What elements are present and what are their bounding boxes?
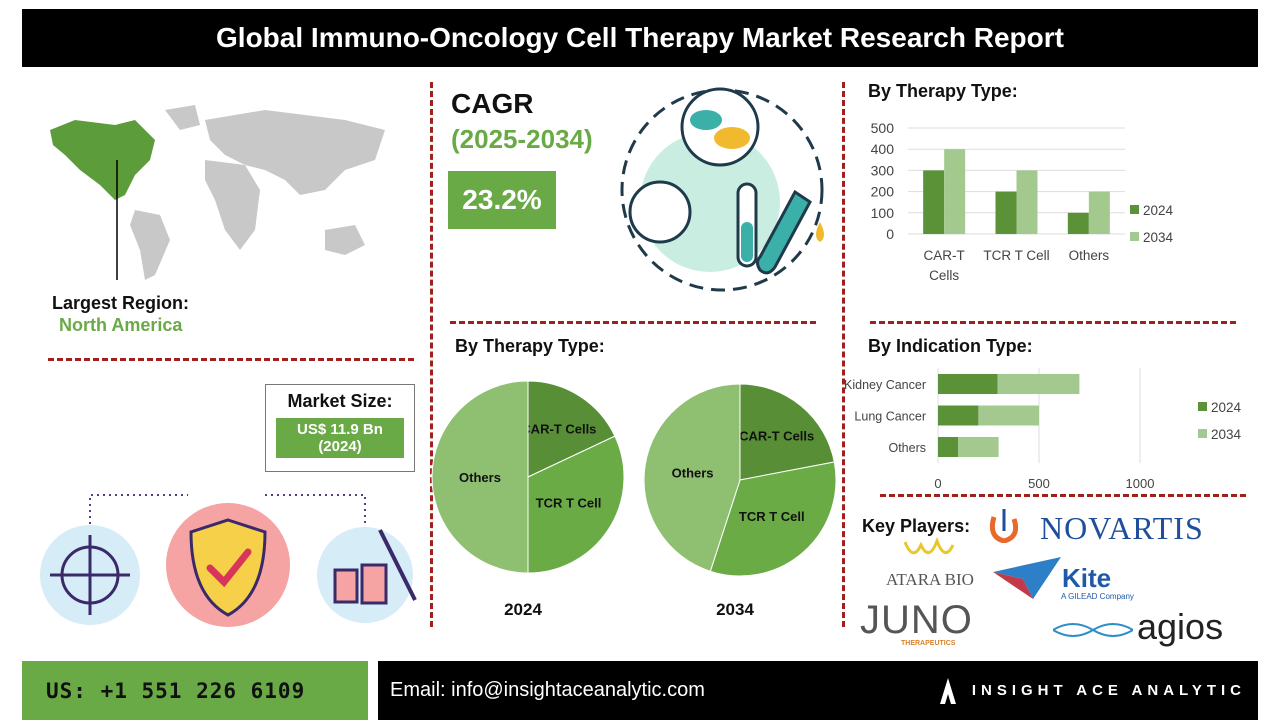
atara-bio-logo: ATARA BIO [886,570,974,589]
kite-logo: Kite [1062,563,1112,593]
report-title: Global Immuno-Oncology Cell Therapy Mark… [22,9,1258,67]
legend-label: 2034 [1143,230,1174,245]
kite-logo-icon [993,557,1061,599]
legend-swatch [1130,232,1139,241]
bar-2034 [997,374,1080,394]
divider [48,358,414,361]
legend-label: 2024 [1143,203,1174,218]
pie-slice [739,383,835,481]
agios-logo-icon [1053,623,1133,637]
bar-2024 [1067,212,1089,234]
novartis-logo: NOVARTIS [1040,510,1204,546]
x-tick-label: 1000 [1126,476,1155,491]
bar-2034 [1088,191,1110,234]
bar-2024 [938,405,979,426]
x-tick-label: Cells [929,268,959,283]
largest-region-value: North America [59,315,183,335]
north-america-highlight [50,120,155,200]
legend-label: 2034 [1211,427,1242,442]
bar-2024 [938,437,959,457]
pie-slice [709,461,837,577]
pie-label: TCR T Cell [536,496,602,511]
y-tick-label: 100 [871,205,895,221]
pie-label: TCR T Cell [739,509,805,524]
key-players-label: Key Players: [862,516,971,536]
y-tick-label: Kidney Cancer [844,378,926,392]
pie-slice [643,383,741,572]
legend-label: 2024 [1211,400,1242,415]
footer-email[interactable]: Email: info@insightaceanalytic.com [390,679,705,701]
x-tick-label: TCR T Cell [983,248,1049,263]
indication-bar-chart-title: By Indication Type: [868,336,1033,356]
pie-label: CAR-T Cells [521,421,596,436]
divider [430,82,433,627]
pie-year-label: 2034 [716,600,754,619]
pie-label: Others [459,470,501,485]
x-tick-label: Others [1069,248,1110,263]
legend-swatch [1198,402,1207,411]
bar-2034 [944,149,966,234]
juno-tagline: THERAPEUTICS [901,640,956,647]
pie-slice [527,435,625,574]
pie-slice [431,380,529,574]
y-tick-label: 500 [871,120,895,136]
divider [842,82,845,627]
y-tick-label: 0 [886,226,894,242]
bar-2034 [978,405,1039,426]
footer-phone[interactable]: US: +1 551 226 6109 [22,661,368,720]
therapy-bar-chart: 0 100 200 300 400 500 CAR-T Cells TCR T Cell Othe… [871,120,1174,283]
cagr-period: (2025-2034) [451,124,593,154]
insight-ace-logo-icon [939,677,956,704]
gilead-tagline: A GILEAD Company [1061,592,1134,601]
bar-2024 [923,170,945,234]
indication-bar-chart: 0 500 1000 Kidney Cancer Lung Cancer Others 20… [844,368,1242,491]
x-tick-label: 0 [934,476,941,491]
y-tick-label: 400 [871,141,895,157]
largest-region-label: Largest Region: [52,293,190,313]
divider [450,321,816,324]
bar-2034 [958,437,999,457]
market-size-value: US$ 11.9 Bn [297,421,383,438]
therapy-pie-charts: CAR-T Cells TCR T Cell Others 2024 CAR-T Cel… [431,380,837,619]
world-map [50,105,385,280]
y-tick-label: Lung Cancer [854,410,926,424]
pie-chart-title: By Therapy Type: [455,336,605,356]
cell-therapy-illustration [620,87,824,292]
juno-logo: JUNO [860,598,973,642]
market-size-box: Market Size: US$ 11.9 Bn (2024) [265,384,415,472]
legend-swatch [1130,205,1139,214]
x-tick-label: 500 [1028,476,1050,491]
market-size-label: Market Size: [287,391,393,411]
cagr-label: CAGR [451,88,534,119]
footer-bar: Email: info@insightaceanalytic.com INSIG… [378,661,1258,720]
legend-swatch [1198,429,1207,438]
x-tick-label: CAR-T [924,248,965,263]
agios-logo: agios [1137,606,1224,647]
novartis-logo-icon [988,507,1022,544]
divider [880,494,1246,497]
atara-logo-icon [903,537,955,555]
illustration-icons [40,494,417,627]
y-tick-label: 300 [871,162,895,178]
market-size-year: (2024) [318,438,362,455]
pie-year-label: 2024 [504,600,542,619]
pie-label: CAR-T Cells [739,429,814,444]
footer-brand: INSIGHT ACE ANALYTIC [971,682,1246,699]
pie-label: Others [672,465,714,480]
y-tick-label: 200 [871,184,895,200]
bar-2034 [1016,170,1038,234]
cagr-value: 23.2% [448,171,556,229]
pie-slice [527,380,616,478]
bar-2024 [995,191,1017,234]
therapy-bar-chart-title: By Therapy Type: [868,81,1018,101]
bar-2024 [938,374,998,394]
divider [870,321,1236,324]
y-tick-label: Others [888,441,926,455]
